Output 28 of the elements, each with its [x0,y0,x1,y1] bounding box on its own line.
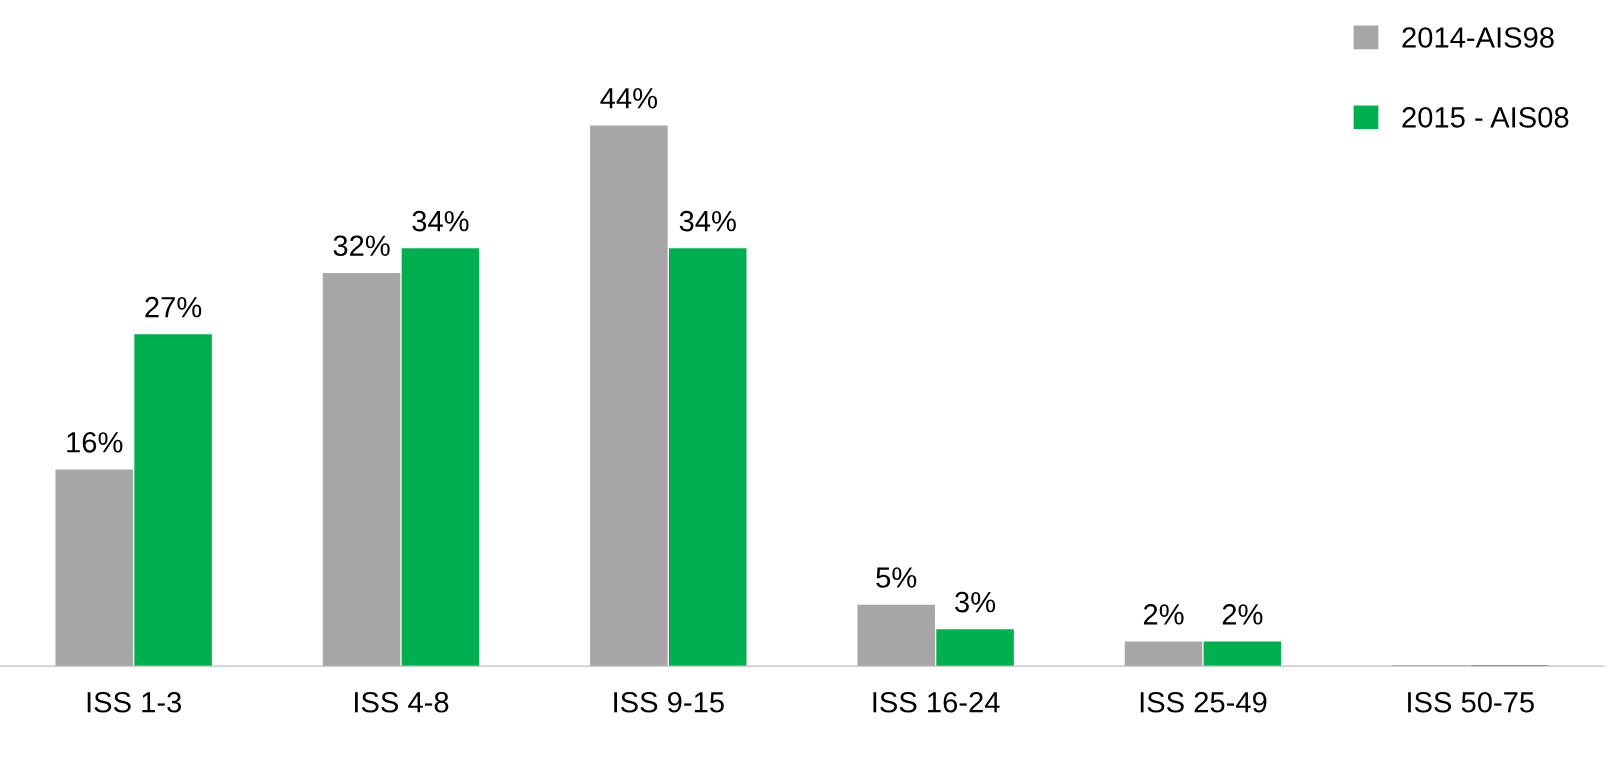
bar [1124,641,1203,667]
data-label: 2% [1143,604,1184,625]
x-tick-label: ISS 25-49 [1140,691,1267,713]
bar [134,334,212,667]
data-label: 32% [333,235,390,257]
bar [668,248,747,667]
x-tick-label: ISS 9-15 [614,691,724,713]
bar [1203,641,1282,667]
x-tick-label: ISS 50-75 [1408,691,1534,713]
data-label: 5% [876,567,917,588]
data-label: 27% [145,296,202,318]
data-label: 16% [67,432,123,453]
x-tick-label: ISS 1-3 [87,691,182,713]
legend-label: 2014-AIS98 [1402,27,1554,48]
x-tick-label: ISS 16-24 [873,691,1000,713]
data-label: 34% [679,210,736,232]
data-label: 2% [1222,604,1263,625]
bar [936,629,1014,667]
x-tick-label: ISS 4-8 [355,691,449,713]
data-label: 34% [412,210,469,232]
bar [322,272,401,667]
data-label: 44% [600,88,658,109]
bar [55,469,133,667]
bar [401,248,480,667]
bar [857,604,935,667]
bar [590,125,668,667]
data-label: 3% [955,591,996,613]
legend-label: 2015 - AIS08 [1402,107,1569,128]
